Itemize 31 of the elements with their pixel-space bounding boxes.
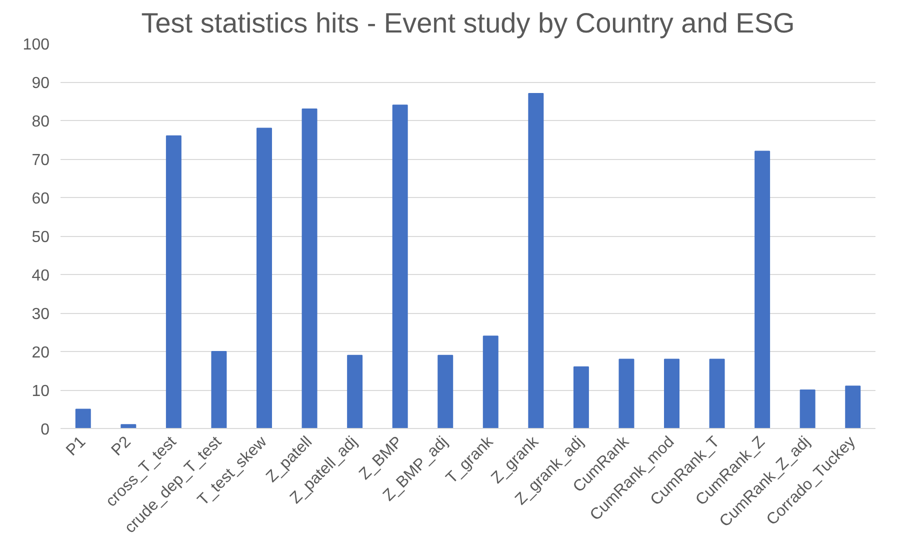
bar [664, 358, 680, 428]
y-tick-label: 60 [32, 190, 50, 208]
y-tick-label: 10 [32, 383, 50, 400]
bar [302, 108, 318, 428]
bar [75, 408, 91, 428]
y-tick-label: 80 [32, 114, 50, 130]
bar [709, 358, 725, 428]
bar [166, 135, 182, 428]
bar [482, 336, 498, 428]
y-tick-label: 40 [32, 268, 50, 284]
bar [211, 351, 227, 428]
y-tick-label: 100 [22, 36, 50, 54]
bar [120, 424, 136, 428]
bar [392, 104, 408, 428]
chart-title: Test statistics hits - Event study by Country and ESG [141, 8, 795, 38]
bar [754, 150, 770, 428]
bar [438, 354, 454, 428]
bar [347, 354, 363, 428]
bar [256, 128, 272, 428]
y-tick-label: 50 [32, 229, 50, 246]
bar [573, 366, 589, 428]
bar [528, 93, 544, 428]
bar [618, 358, 634, 428]
bar [800, 390, 816, 428]
y-tick-label: 20 [32, 344, 50, 362]
y-tick-label: 30 [32, 306, 50, 323]
x-tick-label: P1 [63, 433, 90, 460]
bar [845, 386, 861, 428]
y-tick-label: 90 [32, 75, 50, 92]
y-tick-label: 70 [32, 152, 50, 169]
y-tick-label: 0 [40, 422, 50, 438]
